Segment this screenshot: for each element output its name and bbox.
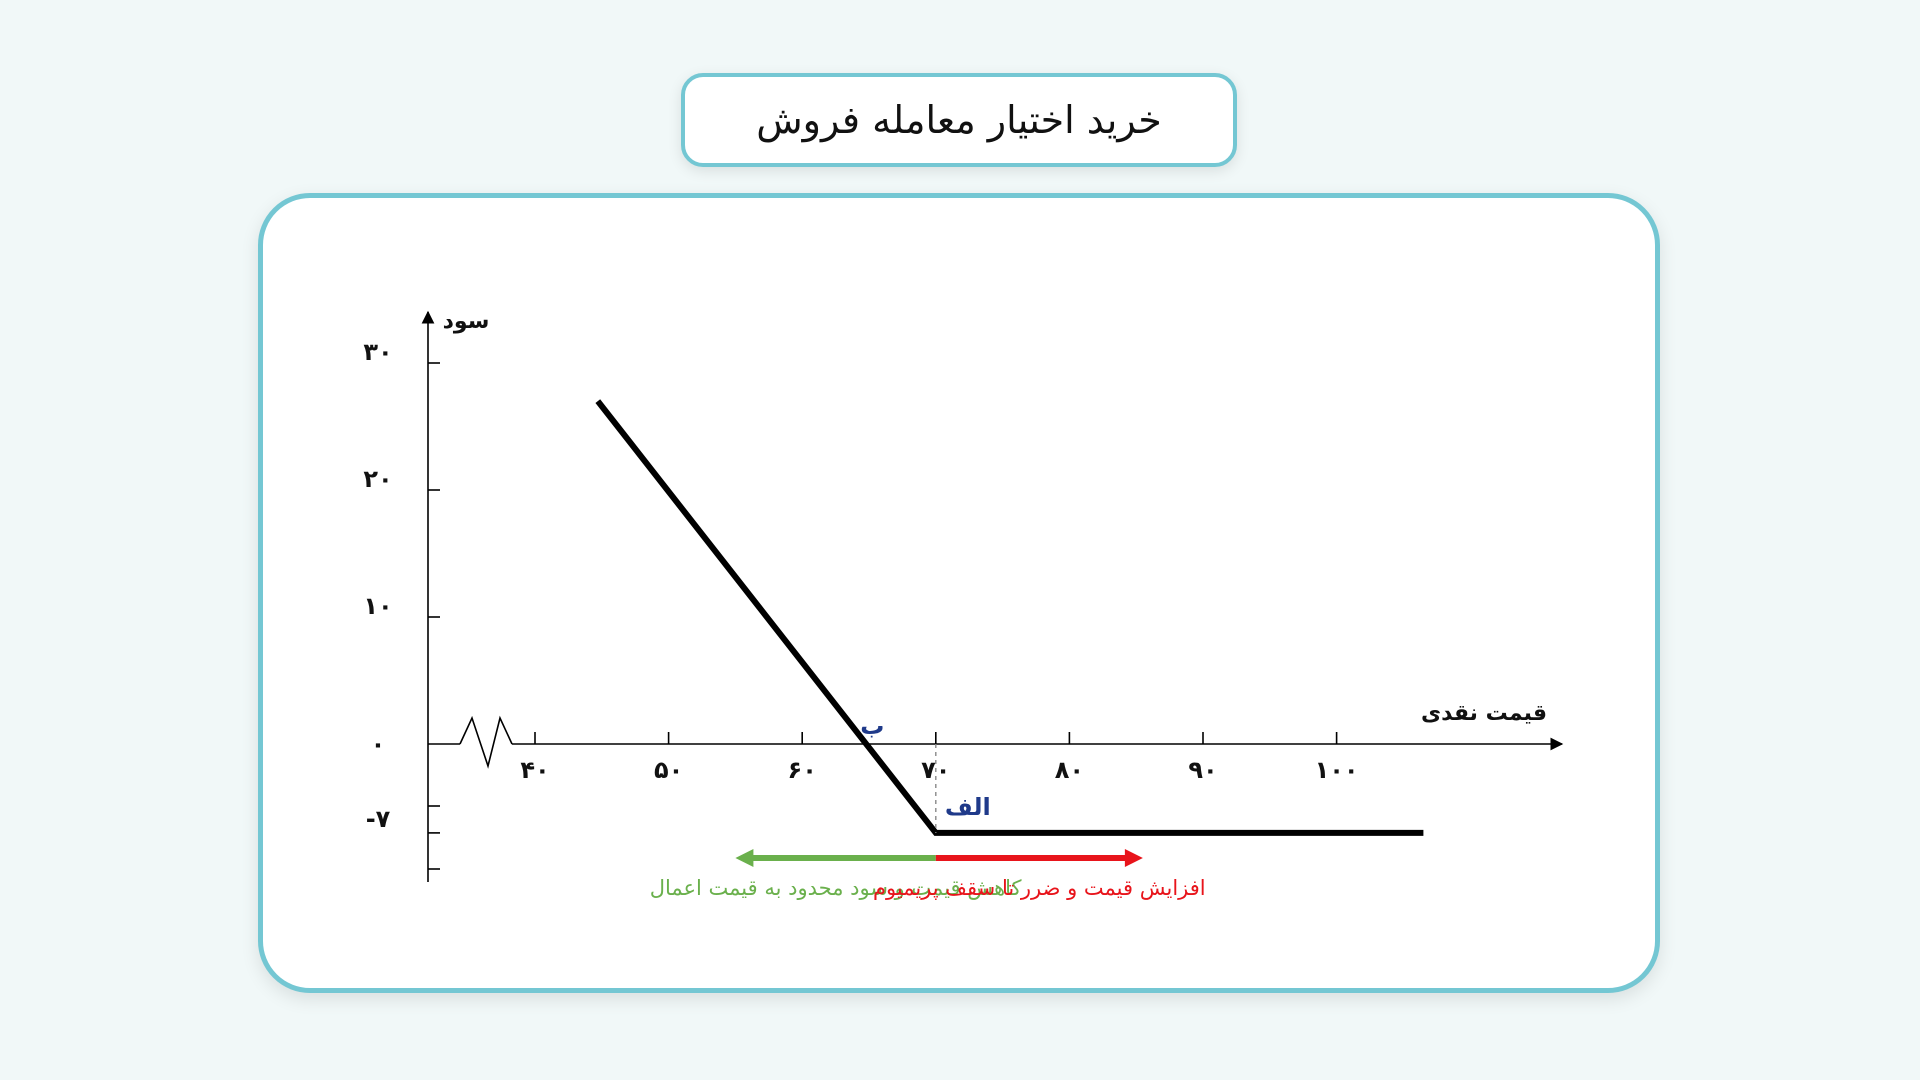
y-tick-label-neg7: -۷ [366, 805, 391, 833]
annotation-strike: الف [945, 793, 991, 821]
y-tick-label-30: ۳۰ [363, 338, 392, 366]
x-tick-label-40: ۴۰ [520, 756, 549, 784]
annotations: ب الف [860, 712, 991, 833]
page-title: خرید اختیار معامله فروش [756, 98, 1162, 142]
y-tick-label-0: ۰ [371, 730, 386, 758]
title-box: خرید اختیار معامله فروش [681, 73, 1237, 167]
range-caption-increase: افزایش قیمت و ضرر تا سقف پریمیوم [873, 876, 1206, 900]
x-tick-label-60: ۶۰ [788, 756, 817, 784]
payoff-line [595, 399, 1424, 836]
axis-break-zigzag [459, 715, 513, 769]
y-tick-label-10: ۱۰ [363, 592, 392, 620]
axes: سود قیمت نقدی [421, 309, 1564, 882]
x-axis-label: قیمت نقدی [1421, 701, 1547, 726]
range-arrowhead-decrease [735, 849, 754, 867]
y-tick-label-20: ۲۰ [363, 465, 392, 493]
x-tick-label-100: ۱۰۰ [1315, 756, 1359, 784]
x-tick-label-50: ۵۰ [654, 756, 683, 784]
series [595, 399, 1424, 836]
ranges: کاهش قیمت و سود محدود به قیمت اعمالافزای… [650, 849, 1206, 900]
x-tick-label-90: ۹۰ [1188, 756, 1217, 784]
range-caption-decrease: کاهش قیمت و سود محدود به قیمت اعمال [650, 876, 1022, 900]
y-axis-label: سود [443, 309, 490, 334]
range-arrowhead-increase [1124, 849, 1143, 867]
x-tick-label-80: ۸۰ [1055, 756, 1084, 784]
annotation-breakeven: ب [860, 712, 884, 740]
